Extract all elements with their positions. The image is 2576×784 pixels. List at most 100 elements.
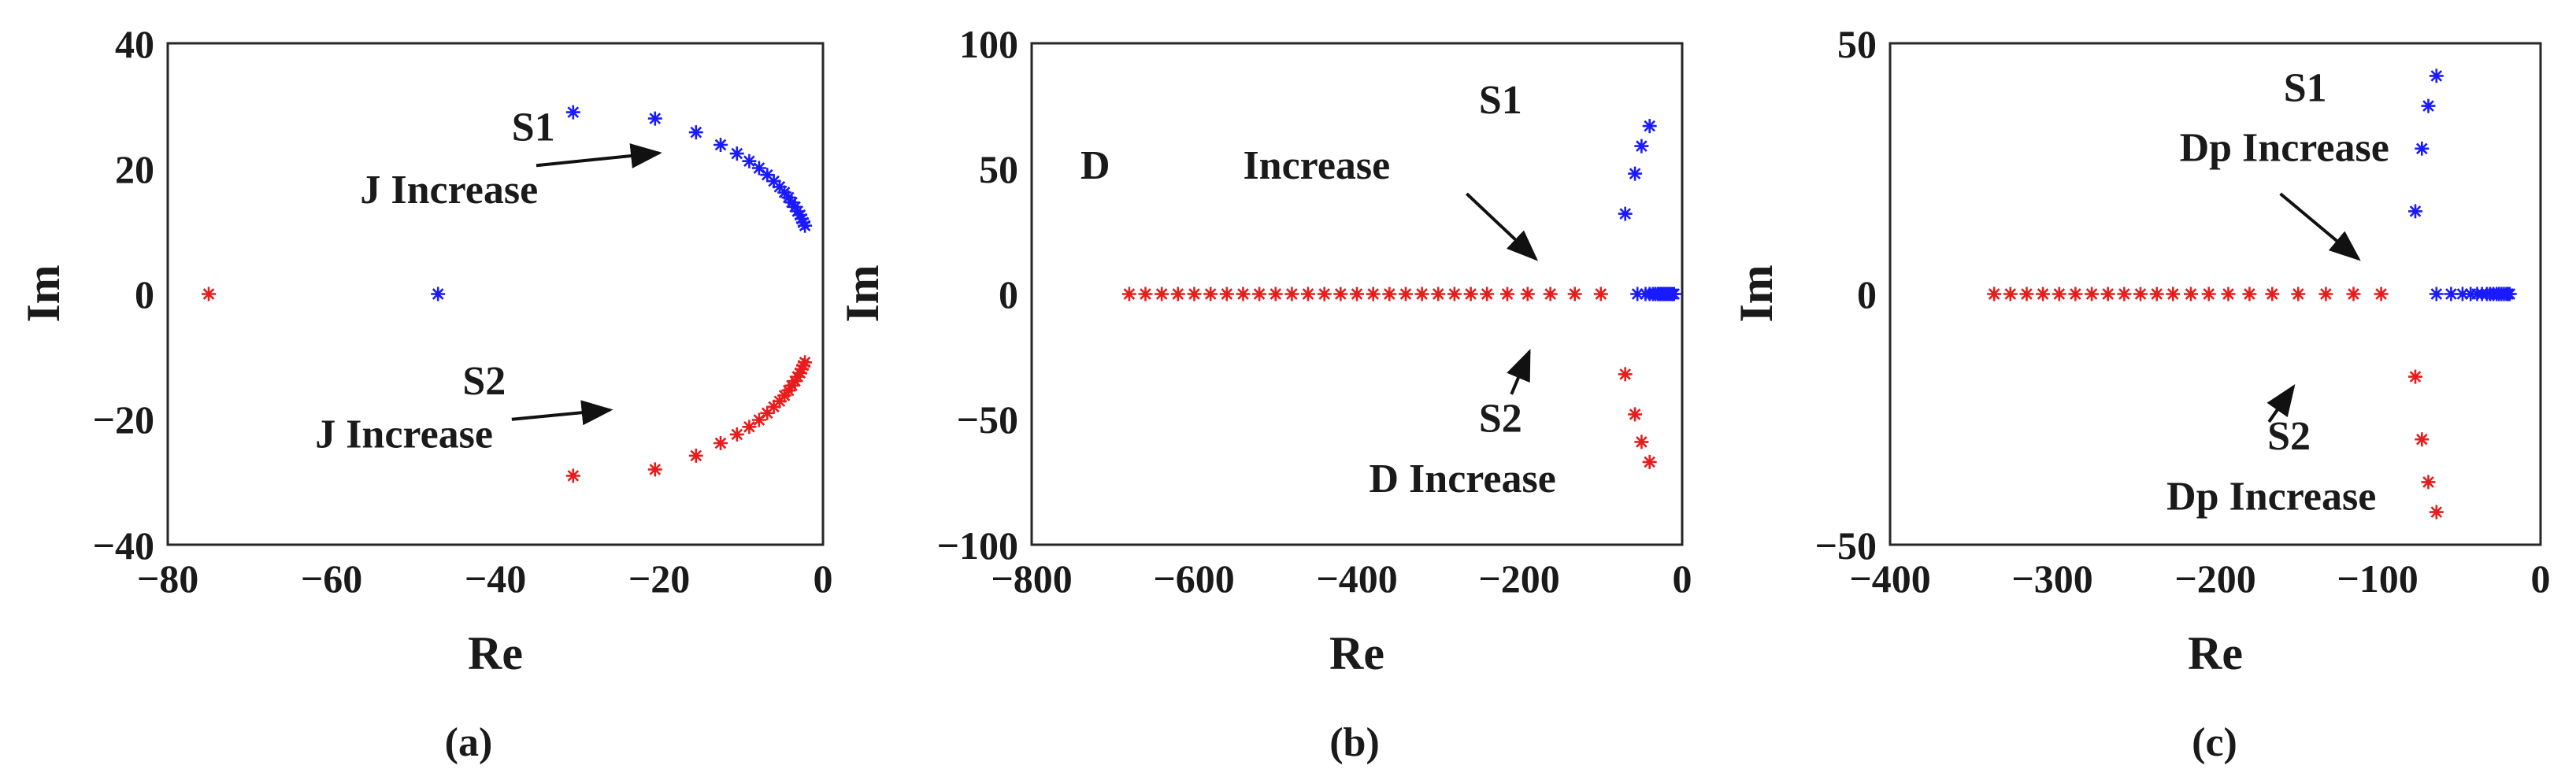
marker-s2 xyxy=(729,427,744,442)
marker-s2 xyxy=(788,374,802,389)
marker-s2 xyxy=(1634,435,1649,449)
marker-s1 xyxy=(647,111,662,126)
panel-c: −400 −300 −200 −100 0 50 0 −50 Re Im (c)… xyxy=(1730,22,2551,765)
marker-s1 xyxy=(760,168,775,183)
marker-s2 xyxy=(1187,287,1202,301)
marker-s2 xyxy=(2408,369,2422,384)
marker-s1 xyxy=(1634,139,1649,153)
marker-s2 xyxy=(2100,287,2115,301)
marker-s2 xyxy=(2221,287,2236,301)
marker-s2 xyxy=(2184,287,2198,301)
ytick-label: −20 xyxy=(93,398,155,442)
xtick-label: 0 xyxy=(814,557,833,601)
xtick-label: −100 xyxy=(2337,557,2418,601)
ytick-label: 0 xyxy=(1857,272,1877,316)
marker-s1 xyxy=(798,218,813,233)
marker-s2 xyxy=(1642,454,1657,469)
marker-s2 xyxy=(2085,287,2100,301)
marker-s2 xyxy=(2036,287,2051,301)
ytick-label: −50 xyxy=(957,398,1019,442)
annotation-label: S1 xyxy=(512,105,555,150)
marker-s1 xyxy=(1618,206,1633,221)
marker-s2 xyxy=(2374,287,2389,301)
annotation-arrow xyxy=(536,143,662,168)
annotation-label: Increase xyxy=(1243,143,1390,188)
xtick-label: −20 xyxy=(628,557,691,601)
annotation-label: Dp Increase xyxy=(2180,126,2389,171)
marker-s2 xyxy=(772,394,787,409)
marker-s2 xyxy=(2429,505,2444,520)
marker-s2 xyxy=(1121,287,1136,301)
marker-s1 xyxy=(788,199,802,214)
marker-s1 xyxy=(766,174,781,189)
plot-area-a xyxy=(166,42,825,546)
marker-s2 xyxy=(1301,287,1315,301)
subtitle-a: (a) xyxy=(445,720,493,765)
xtick-label: 0 xyxy=(2531,557,2551,601)
subtitle-b: (b) xyxy=(1329,720,1380,765)
marker-s2 xyxy=(2068,287,2083,301)
marker-s2 xyxy=(760,405,775,420)
marker-s1 xyxy=(2429,68,2444,83)
marker-s2 xyxy=(795,362,809,377)
marker-s2 xyxy=(1219,287,1234,301)
ytick-label: 40 xyxy=(115,22,154,66)
marker-s2 xyxy=(1447,287,1462,301)
marker-s2 xyxy=(647,462,662,477)
marker-s2 xyxy=(2149,287,2164,301)
marker-s2 xyxy=(2242,287,2257,301)
marker-s2 xyxy=(1284,287,1299,301)
marker-s2 xyxy=(1170,287,1185,301)
marker-s2 xyxy=(2346,287,2361,301)
marker-s2 xyxy=(1252,287,1267,301)
annotation-label: J Increase xyxy=(315,412,493,457)
marker-s1 xyxy=(1628,166,1643,181)
ytick-label: −40 xyxy=(93,523,155,568)
subtitle-c: (c) xyxy=(2192,720,2237,765)
marker-s1 xyxy=(729,146,744,161)
marker-s2 xyxy=(202,287,216,301)
ytick-label: 50 xyxy=(1837,22,1877,66)
marker-s2 xyxy=(1333,287,1348,301)
marker-s2 xyxy=(1382,287,1397,301)
marker-s1 xyxy=(565,105,580,120)
markers-a: S1 J Increase S2 J Increase xyxy=(202,105,813,483)
ytick-label: 100 xyxy=(959,22,1018,66)
panel-b: −800 −600 −400 −200 0 100 50 0 −50 −100 … xyxy=(836,22,1692,765)
marker-s2 xyxy=(1480,287,1495,301)
ytick-label: 20 xyxy=(115,147,154,191)
marker-s2 xyxy=(781,383,796,398)
marker-s2 xyxy=(2117,287,2132,301)
x-axis-label-c: Re xyxy=(2188,627,2243,679)
marker-s1 xyxy=(1666,287,1681,301)
markers-c: S1 Dp Increase S2 Dp Increase xyxy=(1987,65,2517,520)
marker-s1 xyxy=(713,138,728,152)
marker-s2 xyxy=(1628,407,1643,422)
marker-s1 xyxy=(772,179,787,194)
annotation-arrow xyxy=(1466,192,1539,261)
yticks-a: 40 20 0 −20 −40 xyxy=(93,22,155,568)
ytick-label: 0 xyxy=(135,272,154,316)
marker-s2 xyxy=(1593,287,1608,301)
marker-s2 xyxy=(2133,287,2148,301)
y-axis-label-b: Im xyxy=(836,264,888,322)
annotation-arrow xyxy=(511,400,613,426)
markers-b: S1 D Increase S2 D Increase xyxy=(1080,78,1681,501)
marker-s1 xyxy=(1642,119,1657,134)
marker-s2 xyxy=(1236,287,1251,301)
marker-s2 xyxy=(1350,287,1364,301)
marker-s2 xyxy=(2415,432,2430,447)
ytick-label: 50 xyxy=(979,147,1018,191)
annotation-arrow xyxy=(1507,349,1531,395)
xtick-label: −40 xyxy=(465,557,527,601)
marker-s2 xyxy=(796,358,810,373)
marker-s2 xyxy=(2265,287,2280,301)
xtick-label: −200 xyxy=(2174,557,2256,601)
marker-s2 xyxy=(2052,287,2066,301)
marker-s2 xyxy=(1463,287,1478,301)
ytick-label: 0 xyxy=(999,272,1018,316)
annotation-arrow xyxy=(2267,384,2296,423)
xtick-label: −400 xyxy=(1316,557,1398,601)
marker-s2 xyxy=(1500,287,1514,301)
